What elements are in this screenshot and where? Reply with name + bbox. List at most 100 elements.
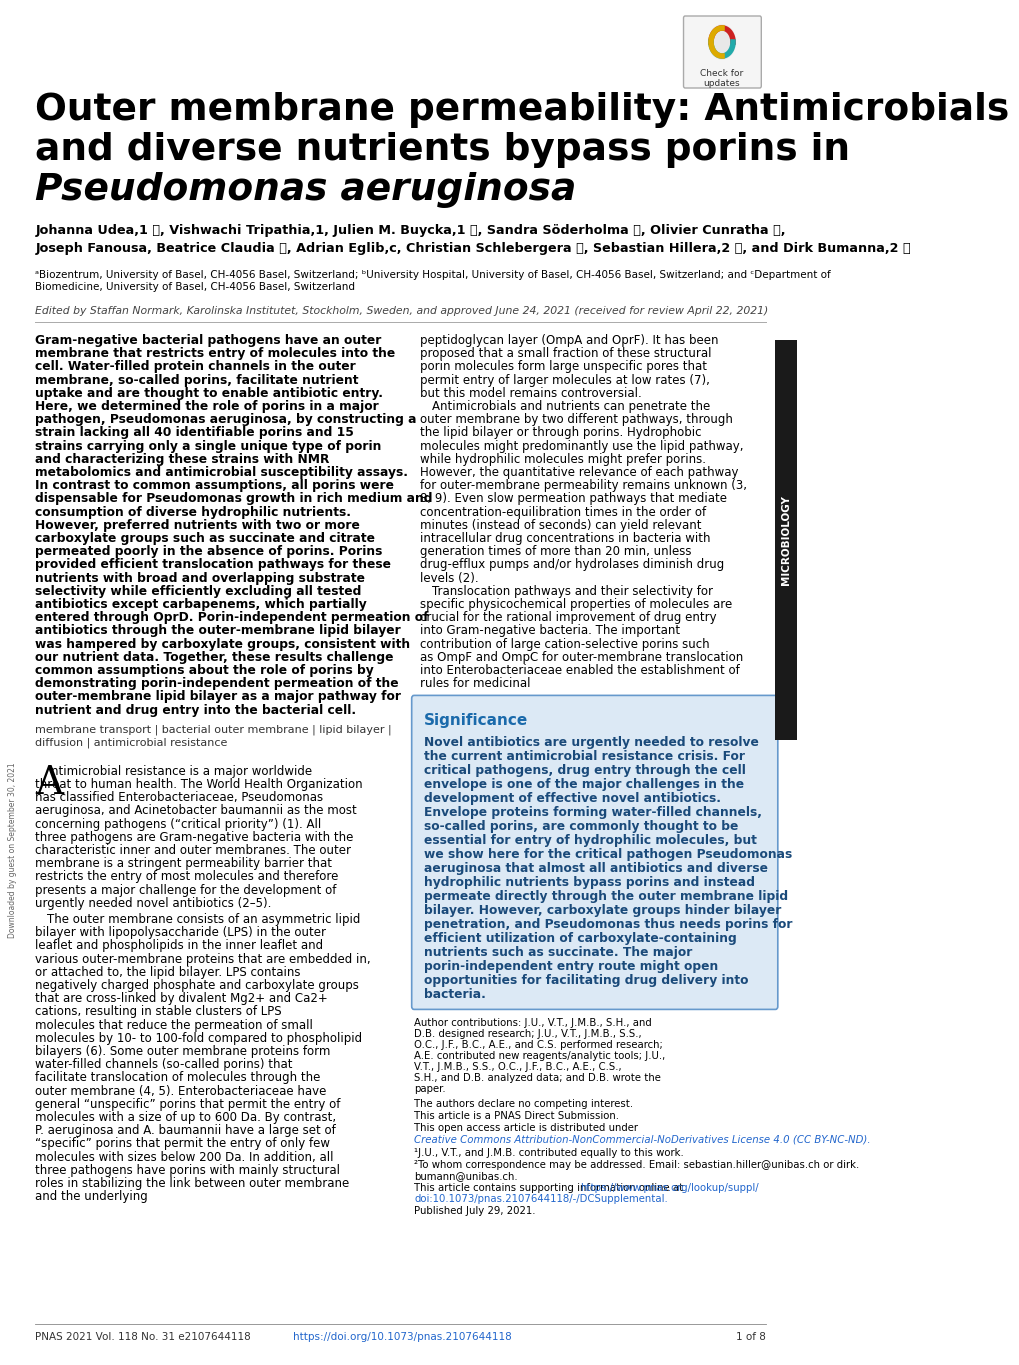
Text: porin-independent entry route might open: porin-independent entry route might open (424, 961, 717, 973)
Text: entered through OprD. Porin-independent permeation of: entered through OprD. Porin-independent … (36, 612, 428, 624)
Text: https://www.pnas.org/lookup/suppl/: https://www.pnas.org/lookup/suppl/ (580, 1183, 758, 1193)
Text: so-called porins, are commonly thought to be: so-called porins, are commonly thought t… (424, 820, 738, 834)
Text: and the underlying: and the underlying (36, 1190, 148, 1203)
Text: cell. Water-filled protein channels in the outer: cell. Water-filled protein channels in t… (36, 360, 356, 374)
Text: molecules with a size of up to 600 Da. By contrast,: molecules with a size of up to 600 Da. B… (36, 1111, 336, 1123)
Text: hydrophilic nutrients bypass porins and instead: hydrophilic nutrients bypass porins and … (424, 876, 754, 890)
Text: Published July 29, 2021.: Published July 29, 2021. (414, 1207, 535, 1216)
Text: V.T., J.M.B., S.S., O.C., J.F., B.C., A.E., C.S.,: V.T., J.M.B., S.S., O.C., J.F., B.C., A.… (414, 1062, 621, 1073)
Text: cations, resulting in stable clusters of LPS: cations, resulting in stable clusters of… (36, 1006, 281, 1018)
Text: rules for medicinal: rules for medicinal (420, 677, 530, 691)
Text: Creative Commons Attribution-NonCommercial-NoDerivatives License 4.0 (CC BY-NC-N: Creative Commons Attribution-NonCommerci… (414, 1134, 870, 1144)
Text: negatively charged phosphate and carboxylate groups: negatively charged phosphate and carboxy… (36, 979, 359, 992)
Text: Check for
updates: Check for updates (700, 70, 743, 89)
Text: the lipid bilayer or through porins. Hydrophobic: the lipid bilayer or through porins. Hyd… (420, 426, 701, 440)
Text: diffusion | antimicrobial resistance: diffusion | antimicrobial resistance (36, 738, 227, 748)
Text: membrane that restricts entry of molecules into the: membrane that restricts entry of molecul… (36, 347, 395, 360)
Text: consumption of diverse hydrophilic nutrients.: consumption of diverse hydrophilic nutri… (36, 505, 351, 519)
Text: Johanna Udea,1 Ⓞ, Vishwachi Tripathia,1, Julien M. Buycka,1 Ⓞ, Sandra Söderholma: Johanna Udea,1 Ⓞ, Vishwachi Tripathia,1,… (36, 224, 785, 238)
Text: In contrast to common assumptions, all porins were: In contrast to common assumptions, all p… (36, 479, 394, 493)
Text: molecules with sizes below 200 Da. In addition, all: molecules with sizes below 200 Da. In ad… (36, 1151, 333, 1163)
Circle shape (708, 25, 735, 59)
Text: bilayer. However, carboxylate groups hinder bilayer: bilayer. However, carboxylate groups hin… (424, 905, 781, 917)
Text: Downloaded by guest on September 30, 2021: Downloaded by guest on September 30, 202… (8, 762, 17, 938)
Text: S.H., and D.B. analyzed data; and D.B. wrote the: S.H., and D.B. analyzed data; and D.B. w… (414, 1073, 660, 1084)
Text: porin molecules form large unspecific pores that: porin molecules form large unspecific po… (420, 360, 706, 374)
Text: P. aeruginosa and A. baumannii have a large set of: P. aeruginosa and A. baumannii have a la… (36, 1125, 336, 1137)
Text: Author contributions: J.U., V.T., J.M.B., S.H., and: Author contributions: J.U., V.T., J.M.B.… (414, 1018, 651, 1028)
Text: uptake and are thought to enable antibiotic entry.: uptake and are thought to enable antibio… (36, 386, 383, 400)
Text: contribution of large cation-selective porins such: contribution of large cation-selective p… (420, 637, 709, 651)
Text: strains carrying only a single unique type of porin: strains carrying only a single unique ty… (36, 440, 381, 453)
Text: our nutrient data. Together, these results challenge: our nutrient data. Together, these resul… (36, 651, 393, 663)
Text: bilayers (6). Some outer membrane proteins form: bilayers (6). Some outer membrane protei… (36, 1046, 330, 1058)
Text: membrane is a stringent permeability barrier that: membrane is a stringent permeability bar… (36, 857, 332, 871)
Text: specific physicochemical properties of molecules are: specific physicochemical properties of m… (420, 598, 732, 612)
Text: permeated poorly in the absence of porins. Porins: permeated poorly in the absence of porin… (36, 545, 382, 558)
Text: permeate directly through the outer membrane lipid: permeate directly through the outer memb… (424, 890, 788, 904)
Text: A: A (36, 764, 63, 801)
Text: provided efficient translocation pathways for these: provided efficient translocation pathway… (36, 558, 391, 572)
Text: outer membrane by two different pathways, through: outer membrane by two different pathways… (420, 414, 733, 426)
Text: However, preferred nutrients with two or more: However, preferred nutrients with two or… (36, 519, 360, 532)
Text: antibiotics except carbapenems, which partially: antibiotics except carbapenems, which pa… (36, 598, 367, 612)
Text: opportunities for facilitating drug delivery into: opportunities for facilitating drug deli… (424, 975, 748, 987)
Text: Translocation pathways and their selectivity for: Translocation pathways and their selecti… (432, 584, 712, 598)
Text: we show here for the critical pathogen Pseudomonas: we show here for the critical pathogen P… (424, 849, 792, 861)
Text: as OmpF and OmpC for outer-membrane translocation: as OmpF and OmpC for outer-membrane tran… (420, 651, 743, 663)
Text: Gram-negative bacterial pathogens have an outer: Gram-negative bacterial pathogens have a… (36, 334, 381, 347)
Text: three pathogens have porins with mainly structural: three pathogens have porins with mainly … (36, 1164, 340, 1177)
Text: carboxylate groups such as succinate and citrate: carboxylate groups such as succinate and… (36, 532, 375, 545)
Text: nutrient and drug entry into the bacterial cell.: nutrient and drug entry into the bacteri… (36, 703, 356, 717)
Text: bumann@unibas.ch.: bumann@unibas.ch. (414, 1171, 518, 1181)
Text: efficient utilization of carboxylate-containing: efficient utilization of carboxylate-con… (424, 932, 737, 946)
Text: The authors declare no competing interest.: The authors declare no competing interes… (414, 1099, 633, 1110)
Text: presents a major challenge for the development of: presents a major challenge for the devel… (36, 883, 336, 897)
Text: antibiotics through the outer-membrane lipid bilayer: antibiotics through the outer-membrane l… (36, 624, 400, 637)
Text: paper.: paper. (414, 1084, 445, 1095)
Text: molecules that reduce the permeation of small: molecules that reduce the permeation of … (36, 1018, 313, 1032)
Text: ¹J.U., V.T., and J.M.B. contributed equally to this work.: ¹J.U., V.T., and J.M.B. contributed equa… (414, 1148, 683, 1159)
Text: molecules by 10- to 100-fold compared to phospholipid: molecules by 10- to 100-fold compared to… (36, 1032, 362, 1044)
Text: penetration, and Pseudomonas thus needs porins for: penetration, and Pseudomonas thus needs … (424, 919, 792, 931)
Text: crucial for the rational improvement of drug entry: crucial for the rational improvement of … (420, 612, 716, 624)
Text: MICROBIOLOGY: MICROBIOLOGY (781, 495, 791, 586)
Text: permit entry of larger molecules at low rates (7),: permit entry of larger molecules at low … (420, 374, 709, 386)
Text: bacteria.: bacteria. (424, 988, 486, 1002)
Text: has classified Enterobacteriaceae, Pseudomonas: has classified Enterobacteriaceae, Pseud… (36, 792, 323, 804)
Text: However, the quantitative relevance of each pathway: However, the quantitative relevance of e… (420, 465, 738, 479)
Text: levels (2).: levels (2). (420, 572, 479, 584)
Text: leaflet and phospholipids in the inner leaflet and: leaflet and phospholipids in the inner l… (36, 939, 323, 953)
Text: generation times of more than 20 min, unless: generation times of more than 20 min, un… (420, 545, 691, 558)
Text: membrane transport | bacterial outer membrane | lipid bilayer |: membrane transport | bacterial outer mem… (36, 725, 391, 736)
Text: dispensable for Pseudomonas growth in rich medium and: dispensable for Pseudomonas growth in ri… (36, 493, 432, 505)
Text: characteristic inner and outer membranes. The outer: characteristic inner and outer membranes… (36, 844, 351, 857)
Text: outer-membrane lipid bilayer as a major pathway for: outer-membrane lipid bilayer as a major … (36, 691, 400, 703)
Text: critical pathogens, drug entry through the cell: critical pathogens, drug entry through t… (424, 764, 746, 778)
Text: This article contains supporting information online at: This article contains supporting informa… (414, 1183, 686, 1193)
Text: aeruginosa that almost all antibiotics and diverse: aeruginosa that almost all antibiotics a… (424, 863, 767, 875)
Text: aeruginosa, and Acinetobacter baumannii as the most: aeruginosa, and Acinetobacter baumannii … (36, 804, 357, 818)
Text: ᵃBiozentrum, University of Basel, CH-4056 Basel, Switzerland; ᵇUniversity Hospit: ᵃBiozentrum, University of Basel, CH-405… (36, 270, 830, 280)
Text: peptidoglycan layer (OmpA and OprF). It has been: peptidoglycan layer (OmpA and OprF). It … (420, 334, 718, 347)
FancyBboxPatch shape (412, 695, 777, 1009)
Text: Biomedicine, University of Basel, CH-4056 Basel, Switzerland: Biomedicine, University of Basel, CH-405… (36, 283, 355, 292)
Text: PNAS 2021 Vol. 118 No. 31 e2107644118: PNAS 2021 Vol. 118 No. 31 e2107644118 (36, 1332, 251, 1342)
Text: Joseph Fanousa, Beatrice Claudia Ⓞ, Adrian Eglib,c, Christian Schlebergera Ⓞ, Se: Joseph Fanousa, Beatrice Claudia Ⓞ, Adri… (36, 242, 910, 255)
Text: facilitate translocation of molecules through the: facilitate translocation of molecules th… (36, 1072, 320, 1084)
Text: Envelope proteins forming water-filled channels,: Envelope proteins forming water-filled c… (424, 807, 761, 819)
Text: intracellular drug concentrations in bacteria with: intracellular drug concentrations in bac… (420, 532, 710, 545)
Text: A.E. contributed new reagents/analytic tools; J.U.,: A.E. contributed new reagents/analytic t… (414, 1051, 664, 1062)
Text: for outer-membrane permeability remains unknown (3,: for outer-membrane permeability remains … (420, 479, 747, 493)
Text: bilayer with lipopolysaccharide (LPS) in the outer: bilayer with lipopolysaccharide (LPS) in… (36, 927, 326, 939)
Text: general “unspecific” porins that permit the entry of: general “unspecific” porins that permit … (36, 1097, 340, 1111)
Text: Edited by Staffan Normark, Karolinska Institutet, Stockholm, Sweden, and approve: Edited by Staffan Normark, Karolinska In… (36, 306, 768, 317)
Text: Outer membrane permeability: Antimicrobials: Outer membrane permeability: Antimicrobi… (36, 91, 1009, 128)
Text: concerning pathogens (“critical priority”) (1). All: concerning pathogens (“critical priority… (36, 818, 321, 830)
Text: Pseudomonas aeruginosa: Pseudomonas aeruginosa (36, 172, 576, 207)
Text: water-filled channels (so-called porins) that: water-filled channels (so-called porins)… (36, 1058, 292, 1072)
Text: or attached to, the lipid bilayer. LPS contains: or attached to, the lipid bilayer. LPS c… (36, 966, 301, 979)
Text: Antimicrobials and nutrients can penetrate the: Antimicrobials and nutrients can penetra… (432, 400, 709, 414)
Text: roles in stabilizing the link between outer membrane: roles in stabilizing the link between ou… (36, 1177, 350, 1190)
Text: the current antimicrobial resistance crisis. For: the current antimicrobial resistance cri… (424, 751, 745, 763)
